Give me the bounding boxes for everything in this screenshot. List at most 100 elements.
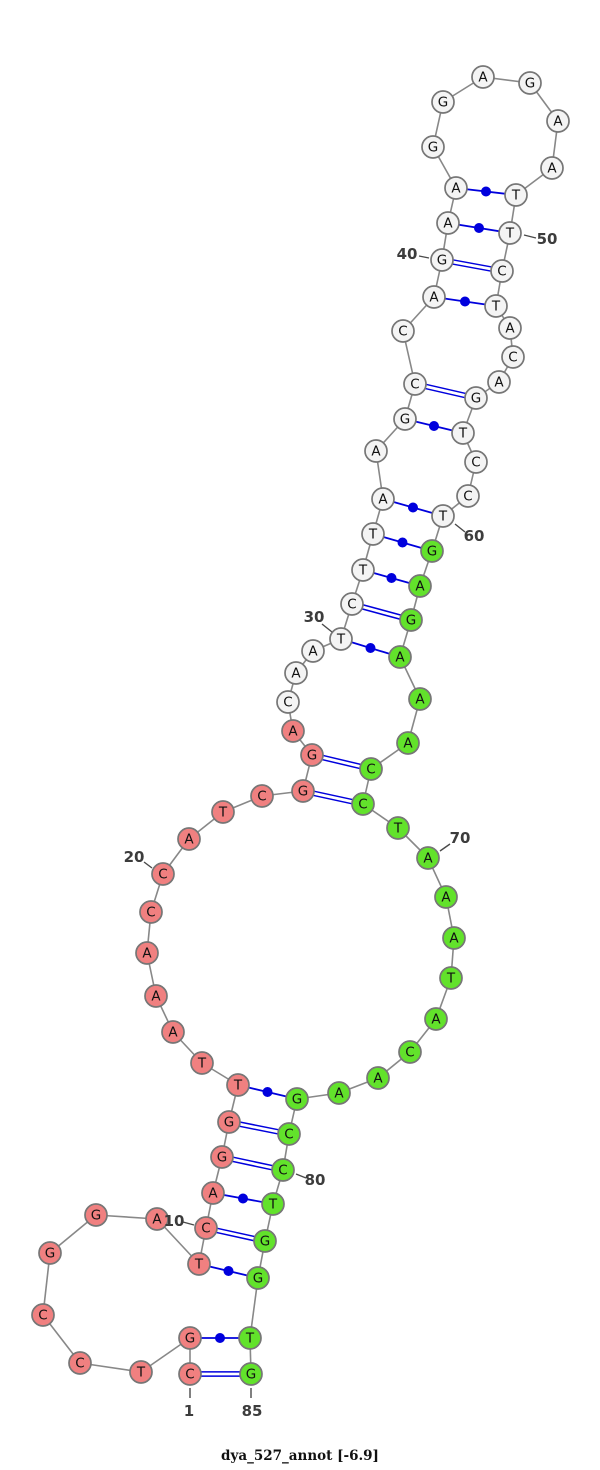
nucleotide-base-85: G [246,1367,256,1383]
nucleotide-base-57: T [458,426,468,442]
nucleotide-base-51: C [497,264,506,280]
pair-bond-dot [365,643,376,653]
nucleotide-base-45: A [478,70,488,86]
nucleotide-base-9: T [194,1257,204,1273]
nucleotide-8 [145,1207,169,1231]
nucleotide-35 [364,439,388,463]
pair-bond-dot [262,1087,273,1097]
nucleotide-base-16: A [168,1025,178,1041]
nucleotide-29 [301,639,325,663]
nucleotide-base-6: G [45,1246,55,1262]
position-label-70: 70 [450,829,471,847]
nucleotide-46 [518,71,542,95]
nucleotide-54 [501,345,525,369]
nucleotide-base-38: C [398,324,407,340]
nucleotide-37 [403,372,427,396]
nucleotide-base-55: A [494,375,504,391]
nucleotide-12 [210,1145,234,1169]
nucleotide-76 [366,1066,390,1090]
nucleotide-32 [351,558,375,582]
nucleotide-68 [351,792,375,816]
nucleotide-55 [487,370,511,394]
nucleotide-25 [300,743,324,767]
pair-bond-dot [481,186,491,197]
label-tick-40 [418,255,430,259]
nucleotide-base-25: G [307,748,317,764]
nucleotide-27 [276,690,300,714]
nucleotide-43 [421,135,445,159]
nucleotide-base-83: G [253,1271,263,1287]
position-label-60: 60 [464,527,485,545]
nucleotide-base-46: G [525,76,535,92]
nucleotide-base-47: A [553,114,563,130]
nucleotide-base-61: G [427,544,437,560]
nucleotide-base-17: A [151,989,161,1005]
nucleotide-base-68: C [358,797,367,813]
nucleotide-base-26: A [288,724,298,740]
nucleotide-61 [420,539,444,563]
nucleotide-56 [464,386,488,410]
nucleotide-base-56: G [471,391,481,407]
nucleotide-base-39: A [429,290,439,306]
nucleotide-15 [190,1051,214,1075]
nucleotide-13 [217,1110,241,1134]
nucleotide-65 [408,687,432,711]
nucleotide-base-23: C [257,789,266,805]
nucleotide-base-58: C [471,455,480,471]
nucleotide-base-62: A [415,579,425,595]
nucleotide-base-1: C [185,1367,194,1383]
nucleotide-22 [211,800,235,824]
nucleotide-28 [284,661,308,685]
nucleotide-70 [416,846,440,870]
nucleotide-base-24: G [298,784,308,800]
nucleotide-base-31: C [347,597,356,613]
nucleotide-80 [271,1158,295,1182]
position-label-1: 1 [184,1402,194,1420]
nucleotide-78 [285,1087,309,1111]
nucleotide-base-71: A [441,890,451,906]
nucleotide-base-82: G [260,1234,270,1250]
nucleotide-51 [490,259,514,283]
nucleotide-base-69: T [393,821,403,837]
nucleotide-base-36: G [400,412,410,428]
nucleotide-60 [431,504,455,528]
nucleotide-base-18: A [142,946,152,962]
nucleotide-base-34: A [378,492,388,508]
nucleotide-base-2: G [185,1331,195,1347]
nucleotide-base-19: C [146,905,155,921]
nucleotide-4 [68,1351,92,1375]
nucleotide-52 [484,294,508,318]
label-tick-60 [454,523,466,533]
nucleotide-66 [396,731,420,755]
nucleotide-69 [386,816,410,840]
nucleotide-72 [442,926,466,950]
nucleotide-base-84: T [245,1331,255,1347]
nucleotide-23 [250,784,274,808]
nucleotide-33 [361,522,385,546]
nucleotide-base-44: G [438,95,448,111]
nucleotide-31 [340,592,364,616]
nucleotide-base-77: A [334,1086,344,1102]
nucleotide-base-65: A [415,692,425,708]
nucleotide-49 [504,183,528,207]
nucleotide-71 [434,885,458,909]
nucleotide-48 [540,156,564,180]
position-label-85: 85 [242,1402,263,1420]
nucleotide-base-63: G [406,613,416,629]
nucleotide-24 [291,779,315,803]
nucleotide-67 [359,757,383,781]
nucleotide-base-27: C [283,695,292,711]
nucleotide-36 [393,407,417,431]
pair-bond-dot [223,1266,234,1276]
nucleotide-base-28: A [291,666,301,682]
position-label-80: 80 [305,1171,326,1189]
nucleotide-base-40: G [437,253,447,269]
pair-bond-dot [460,296,470,307]
nucleotide-30 [329,627,353,651]
pair-bond-dot [238,1193,248,1204]
nucleotide-42 [444,176,468,200]
nucleotide-base-79: C [284,1127,293,1143]
nucleotide-11 [201,1181,225,1205]
